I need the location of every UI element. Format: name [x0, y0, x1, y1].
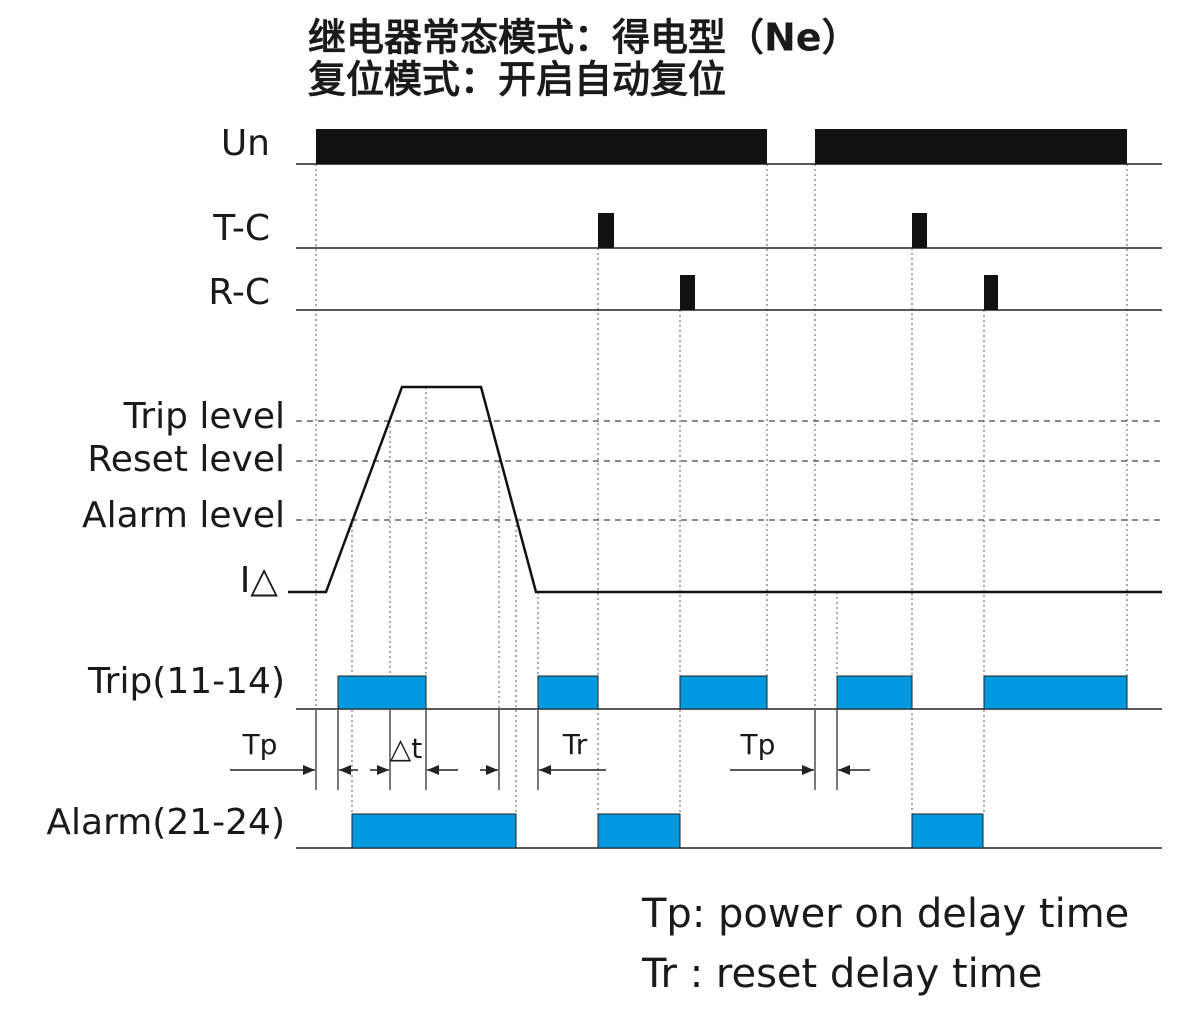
pulse: [983, 675, 1128, 710]
annotation: Tr: [562, 728, 588, 761]
delay-markers: [230, 710, 870, 790]
title-line: 复位模式：开启自动复位: [308, 58, 726, 102]
guides: [315, 164, 1128, 814]
legend-note: Tr : reset delay time: [641, 951, 1042, 997]
signal-label: Alarm(21-24): [46, 802, 285, 843]
line: [288, 385, 1162, 594]
pulse: [815, 129, 1127, 164]
signal-label: I△: [240, 560, 279, 601]
title-line: 继电器常态模式：得电型（Ne）: [308, 16, 860, 60]
pulse: [597, 813, 681, 849]
signal-label: R-C: [208, 272, 270, 313]
pulse: [337, 675, 427, 710]
pulse: [351, 813, 517, 849]
pulse: [680, 275, 695, 310]
pulse: [598, 213, 614, 248]
signal-label: Trip(11-14): [87, 661, 285, 702]
signal-label: T-C: [212, 208, 270, 249]
annotation: △t: [390, 732, 423, 765]
legend-note: Tp: power on delay time: [641, 891, 1129, 937]
level-label: Trip level: [123, 396, 285, 437]
pulse: [911, 813, 984, 849]
pulse: [537, 675, 599, 710]
signal-label: Un: [221, 123, 270, 164]
annotation: Tp: [242, 728, 278, 761]
pulse: [984, 275, 998, 310]
pulse: [316, 129, 767, 164]
pulse: [679, 675, 768, 710]
level-label: Alarm level: [82, 495, 285, 536]
pulse: [912, 213, 927, 248]
pulse: [836, 675, 913, 710]
annotation: Tp: [740, 728, 776, 761]
level-label: Reset level: [87, 439, 285, 480]
